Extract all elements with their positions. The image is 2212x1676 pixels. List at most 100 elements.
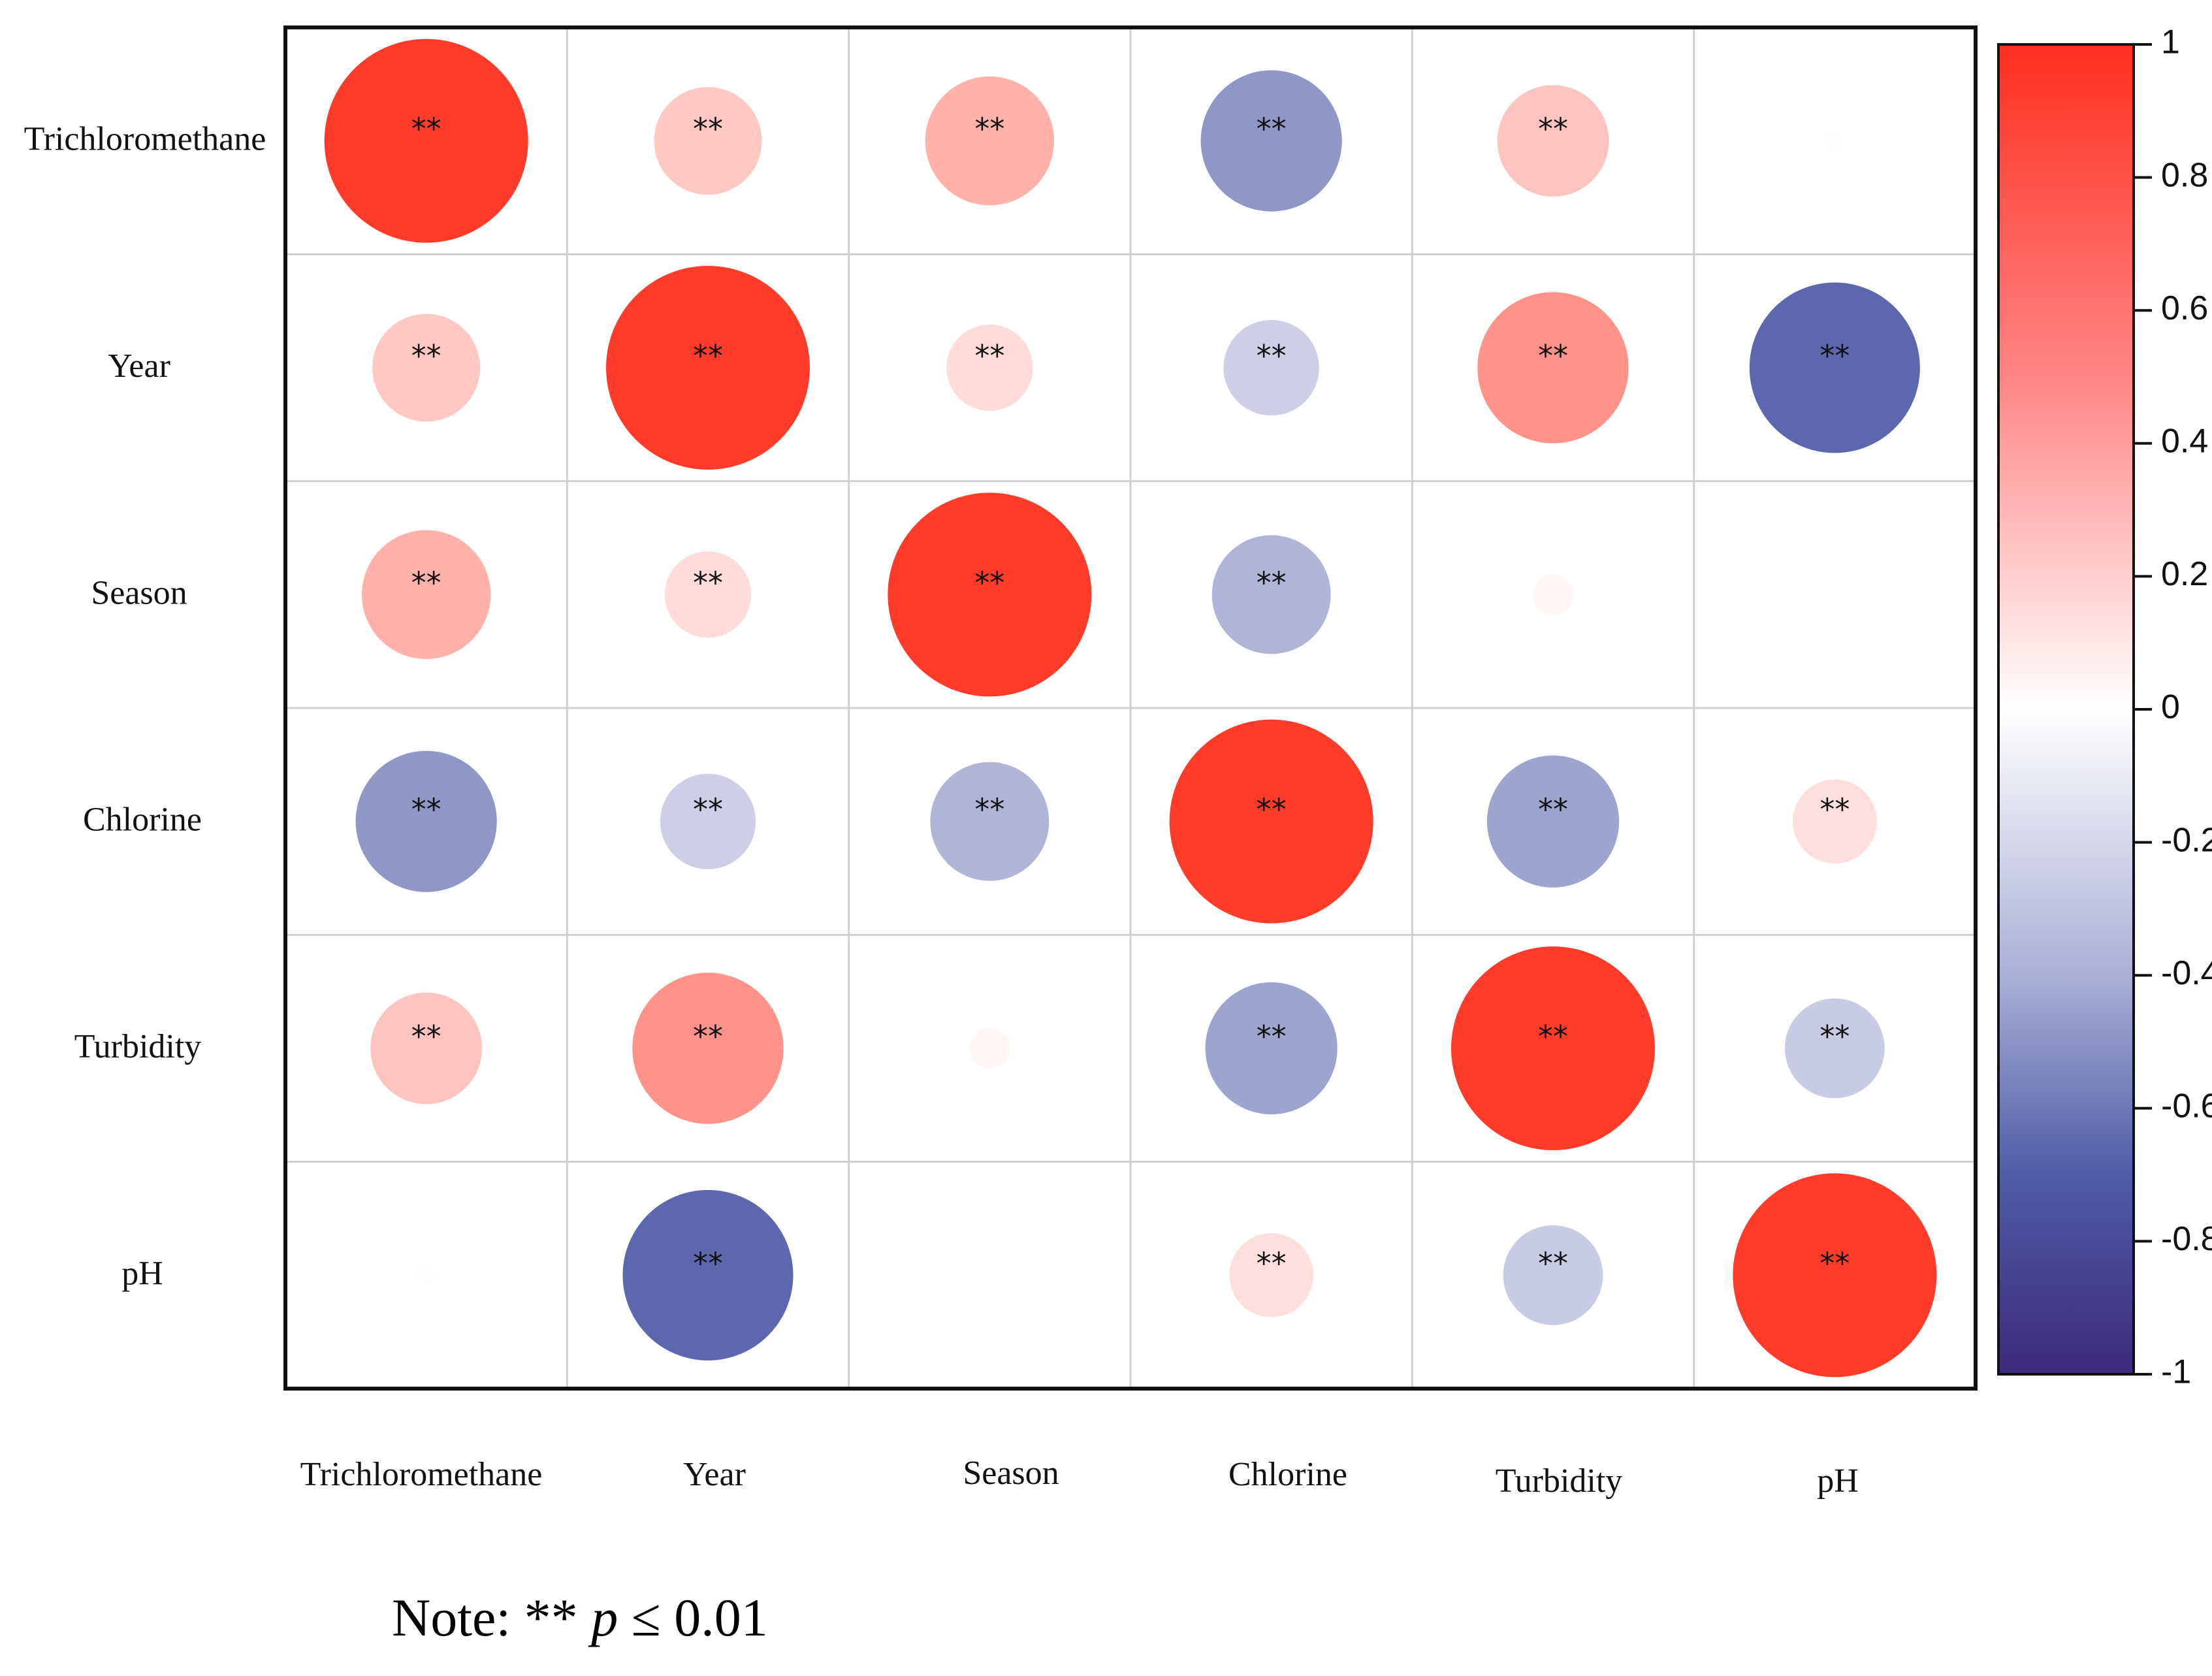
corr-circle bbox=[1477, 292, 1629, 443]
note-p-symbol: p bbox=[591, 1588, 618, 1647]
corr-circle bbox=[1451, 946, 1655, 1150]
corr-circle bbox=[1200, 70, 1342, 212]
row-label: pH bbox=[121, 1255, 163, 1292]
corr-circle bbox=[930, 762, 1050, 881]
significance-marker: ** bbox=[693, 1019, 723, 1054]
significance-marker: ** bbox=[411, 1019, 441, 1054]
note-suffix: ≤ 0.01 bbox=[618, 1588, 768, 1647]
significance-marker: ** bbox=[1819, 792, 1850, 828]
corr-circle bbox=[1497, 85, 1609, 197]
significance-marker: ** bbox=[1538, 338, 1568, 374]
corr-circle bbox=[660, 773, 756, 869]
corr-circle bbox=[1205, 982, 1338, 1115]
corr-circle bbox=[969, 1027, 1010, 1069]
corr-circle bbox=[324, 39, 528, 243]
corr-circle bbox=[1824, 131, 1845, 152]
significance-marker: ** bbox=[411, 792, 441, 828]
column-label: Season bbox=[963, 1455, 1059, 1492]
column-label: pH bbox=[1817, 1462, 1859, 1500]
corr-circle bbox=[1733, 1173, 1937, 1378]
colorbar-tick-label: 0.4 bbox=[2161, 423, 2208, 460]
significance-layer: ** ** ** ** ** ** ** ** ** ** ** ** ** ** ** ** ** ** ** **… bbox=[411, 112, 1850, 1281]
colorbar-tick-label: -0.2 bbox=[2161, 821, 2212, 859]
column-label: Year bbox=[683, 1456, 746, 1493]
corr-circle bbox=[370, 992, 483, 1104]
colorbar-tick-label: 0.2 bbox=[2161, 555, 2208, 593]
circle-layer bbox=[324, 39, 1937, 1378]
significance-marker: ** bbox=[1257, 792, 1287, 828]
significance-marker: ** bbox=[1257, 112, 1287, 147]
corr-circle bbox=[606, 266, 810, 470]
column-label: Turbidity bbox=[1496, 1462, 1623, 1500]
colorbar: 1 0.8 0.6 0.4 0.2 0 -0.2 -0.4 -0.6 -0.8 -1 bbox=[1997, 24, 2212, 1391]
colorbar-tick-label: -1 bbox=[2161, 1353, 2191, 1391]
significance-marker: ** bbox=[411, 565, 441, 600]
row-label: Turbidity bbox=[74, 1028, 202, 1065]
significance-marker: ** bbox=[693, 338, 723, 374]
row-label: Year bbox=[108, 347, 170, 385]
significance-marker: ** bbox=[974, 792, 1004, 828]
significance-marker: ** bbox=[693, 1246, 723, 1281]
significance-marker: ** bbox=[1538, 792, 1568, 828]
significance-marker: ** bbox=[1538, 1246, 1568, 1281]
column-label: Trichloromethane bbox=[300, 1456, 543, 1493]
corr-circle bbox=[362, 530, 491, 659]
corr-circle bbox=[1169, 719, 1373, 924]
row-label: Trichloromethane bbox=[24, 121, 266, 158]
colorbar-tick-label: -0.8 bbox=[2161, 1220, 2212, 1258]
significance-marker: ** bbox=[693, 565, 723, 600]
colorbar-tick-label: 0.6 bbox=[2161, 289, 2208, 327]
corr-circle bbox=[1532, 574, 1574, 615]
corr-circle bbox=[654, 87, 762, 195]
note-prefix: Note: ** bbox=[392, 1588, 592, 1647]
significance-marker: ** bbox=[411, 112, 441, 147]
significance-marker: ** bbox=[1257, 338, 1287, 374]
significance-marker: ** bbox=[411, 338, 441, 374]
corr-circle bbox=[1825, 585, 1844, 604]
significance-marker: ** bbox=[974, 112, 1004, 147]
significance-marker: ** bbox=[1257, 1246, 1287, 1281]
corr-circle bbox=[1486, 755, 1620, 888]
corr-circle bbox=[1503, 1225, 1603, 1325]
grid-layer bbox=[285, 27, 1976, 1389]
column-label: Chlorine bbox=[1228, 1456, 1347, 1493]
corr-circle bbox=[1793, 779, 1877, 863]
significance-note: Note: ** p ≤ 0.01 bbox=[392, 1587, 768, 1649]
significance-marker: ** bbox=[1819, 1019, 1850, 1054]
significance-marker: ** bbox=[1257, 1019, 1287, 1054]
plot-frame bbox=[283, 25, 1978, 1391]
significance-marker: ** bbox=[1257, 565, 1287, 600]
corr-circle bbox=[632, 973, 784, 1124]
corr-circle bbox=[622, 1189, 793, 1361]
axis-labels: Trichloromethane Year Season Chlorine Turbid… bbox=[24, 121, 1859, 1500]
colorbar-tick-label: 1 bbox=[2161, 24, 2180, 61]
corr-circle bbox=[664, 551, 752, 638]
colorbar-tick-label: -0.6 bbox=[2161, 1088, 2212, 1125]
significance-marker: ** bbox=[693, 112, 723, 147]
row-label: Season bbox=[91, 574, 187, 611]
significance-marker: ** bbox=[1538, 1019, 1568, 1054]
significance-marker: ** bbox=[1819, 1246, 1850, 1281]
corr-circle bbox=[1749, 282, 1920, 453]
corr-circle bbox=[372, 314, 481, 422]
corr-circle bbox=[416, 1265, 437, 1285]
significance-marker: ** bbox=[974, 338, 1004, 374]
corr-circle bbox=[888, 492, 1092, 697]
corr-circle bbox=[355, 750, 497, 892]
corr-circle bbox=[1223, 319, 1319, 416]
corr-circle bbox=[946, 324, 1033, 411]
significance-marker: ** bbox=[1819, 338, 1850, 374]
significance-marker: ** bbox=[1538, 112, 1568, 147]
corr-circle bbox=[1784, 998, 1885, 1099]
colorbar-tick-label: 0 bbox=[2161, 688, 2180, 726]
row-label: Chlorine bbox=[83, 801, 202, 839]
significance-marker: ** bbox=[974, 565, 1004, 600]
corr-circle bbox=[1211, 535, 1331, 654]
corr-circle bbox=[1229, 1233, 1313, 1317]
corr-circle bbox=[980, 1266, 999, 1285]
significance-marker: ** bbox=[693, 792, 723, 828]
corr-circle bbox=[925, 76, 1054, 206]
colorbar-gradient bbox=[1997, 43, 2135, 1376]
colorbar-tick-label: -0.4 bbox=[2161, 954, 2212, 992]
